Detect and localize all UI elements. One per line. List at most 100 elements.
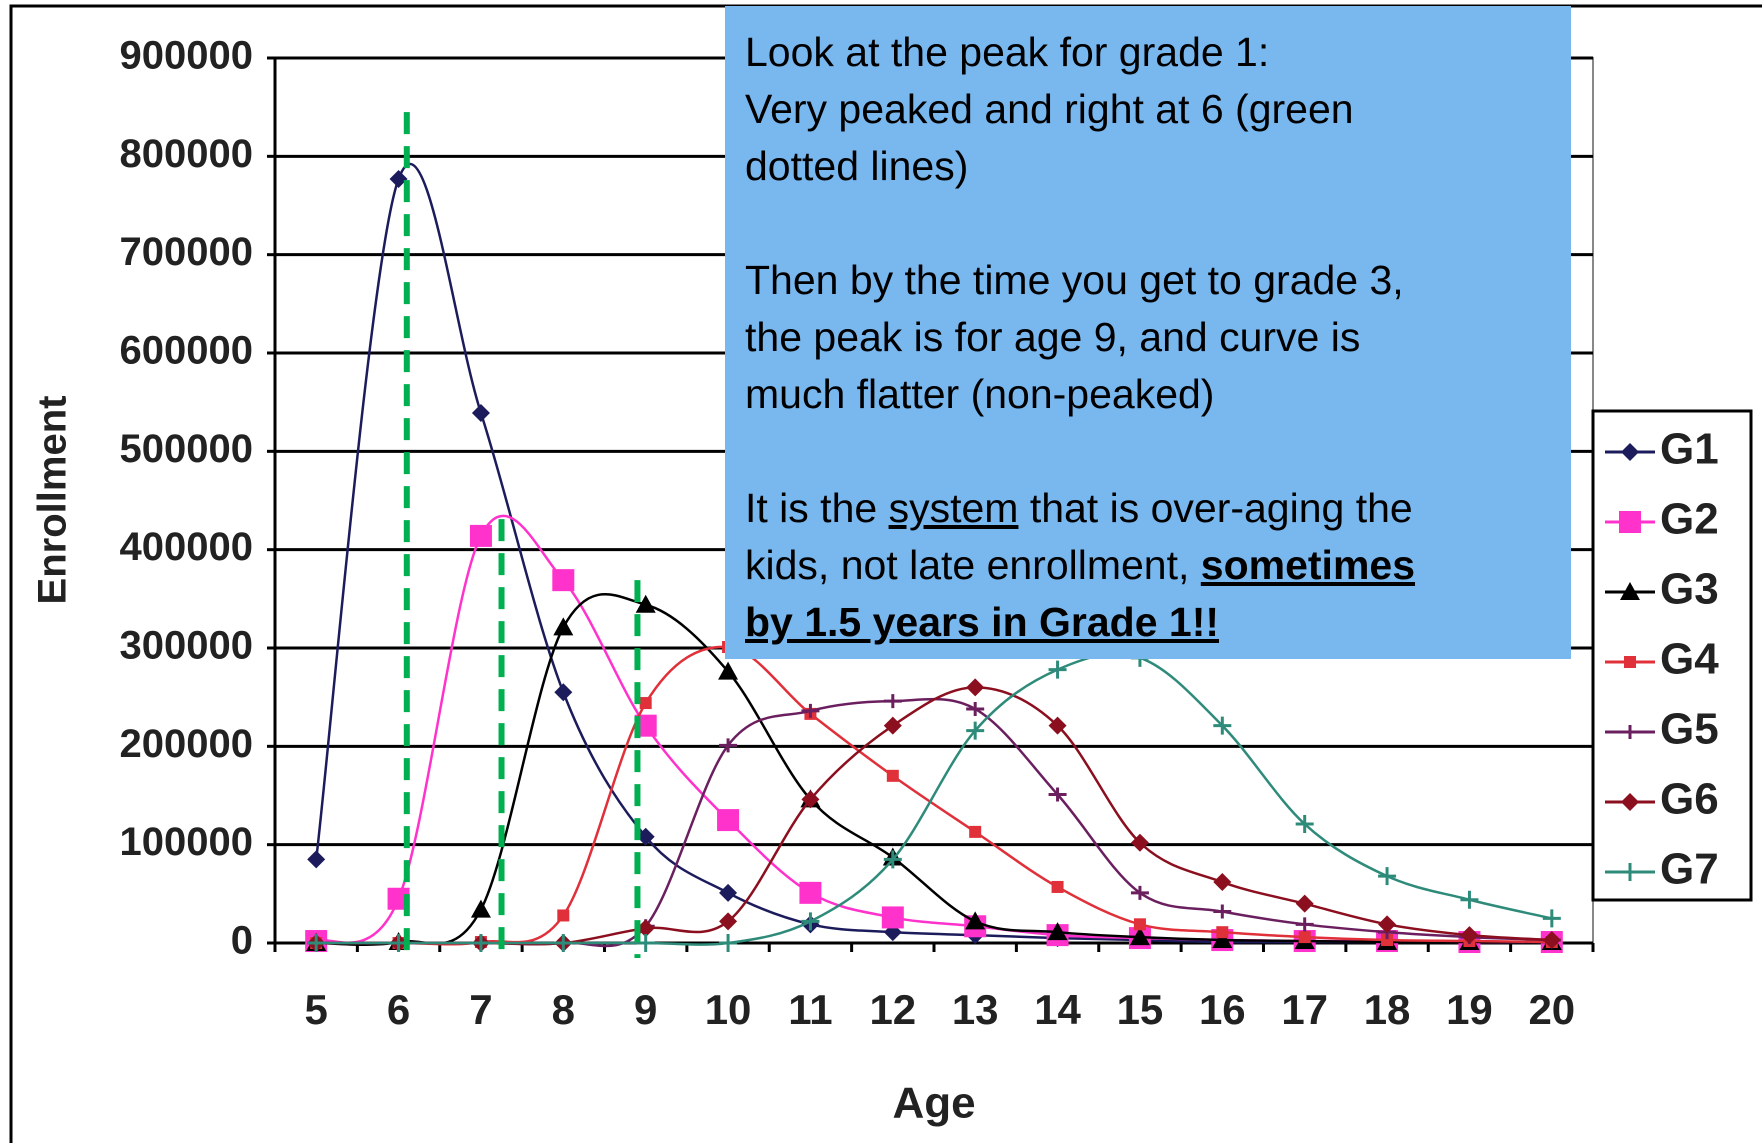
annotation-line: Look at the peak for grade 1: xyxy=(745,24,1571,81)
marker xyxy=(1130,833,1149,852)
x-tick-label: 19 xyxy=(1446,986,1493,1033)
x-tick-label: 11 xyxy=(788,986,832,1033)
x-tick-label: 14 xyxy=(1034,986,1081,1033)
marker xyxy=(1216,926,1229,939)
marker xyxy=(1381,934,1394,947)
marker xyxy=(1129,927,1150,946)
marker xyxy=(1295,815,1314,834)
marker xyxy=(1213,873,1232,892)
marker xyxy=(801,912,820,931)
marker xyxy=(471,403,490,422)
y-axis-title: Enrollment xyxy=(31,396,75,605)
x-tick-label: 8 xyxy=(552,986,575,1033)
marker xyxy=(799,881,822,904)
y-tick-label: 400000 xyxy=(120,525,253,569)
marker xyxy=(1048,660,1067,679)
x-tick-label: 12 xyxy=(869,986,916,1033)
annotation-text: dotted lines) xyxy=(745,143,969,189)
y-tick-label: 600000 xyxy=(120,329,253,373)
marker xyxy=(552,569,575,592)
y-tick-label: 0 xyxy=(231,919,253,963)
annotation-line: much flatter (non-peaked) xyxy=(745,366,1571,423)
marker xyxy=(1133,918,1146,931)
annotation-text: kids, not late enrollment, xyxy=(745,542,1201,588)
marker xyxy=(1051,880,1064,893)
marker xyxy=(1378,867,1397,886)
marker xyxy=(1619,511,1641,533)
marker xyxy=(389,169,408,188)
marker xyxy=(717,809,740,832)
marker xyxy=(886,769,899,782)
marker xyxy=(1542,909,1561,928)
marker xyxy=(1048,787,1067,802)
y-tick-label: 900000 xyxy=(120,34,253,78)
marker xyxy=(553,617,574,636)
x-axis-title: Age xyxy=(892,1079,975,1128)
x-tick-label: 16 xyxy=(1199,986,1246,1033)
annotation-line: dotted lines) xyxy=(745,138,1571,195)
marker xyxy=(719,738,738,753)
x-tick-label: 10 xyxy=(705,986,752,1033)
x-tick-label: 9 xyxy=(634,986,657,1033)
marker xyxy=(1460,926,1479,945)
marker xyxy=(966,701,985,716)
marker xyxy=(470,899,491,918)
marker xyxy=(1298,931,1311,944)
marker xyxy=(966,678,985,697)
marker xyxy=(966,721,985,740)
marker xyxy=(965,911,986,930)
y-tick-label: 100000 xyxy=(120,820,253,864)
legend-label: G3 xyxy=(1660,565,1719,614)
marker xyxy=(801,790,820,809)
annotation-line: Then by the time you get to grade 3, xyxy=(745,252,1571,309)
marker xyxy=(639,697,652,710)
marker xyxy=(883,716,902,735)
marker xyxy=(1620,582,1640,600)
marker xyxy=(1542,931,1561,950)
x-tick-label: 17 xyxy=(1281,986,1328,1033)
legend-label: G6 xyxy=(1660,775,1719,824)
marker xyxy=(1130,885,1149,900)
marker xyxy=(1048,716,1067,735)
marker xyxy=(969,825,982,838)
marker xyxy=(883,850,902,869)
x-tick-label: 7 xyxy=(469,986,492,1033)
marker xyxy=(718,661,739,680)
y-tick-label: 700000 xyxy=(120,230,253,274)
annotation-line: Very peaked and right at 6 (green xyxy=(745,81,1571,138)
annotation-line: the peak is for age 9, and curve is xyxy=(745,309,1571,366)
x-tick-label: 13 xyxy=(952,986,999,1033)
annotation-text: by 1.5 years in Grade 1!! xyxy=(745,599,1220,645)
x-tick-label: 20 xyxy=(1528,986,1575,1033)
annotation-line xyxy=(745,423,1571,480)
legend-label: G5 xyxy=(1660,705,1719,754)
marker xyxy=(557,909,570,922)
x-tick-label: 6 xyxy=(387,986,410,1033)
marker xyxy=(1460,890,1479,909)
series-line xyxy=(316,652,1553,946)
annotation-line: by 1.5 years in Grade 1!! xyxy=(745,594,1571,651)
annotation-text: the peak is for age 9, and curve is xyxy=(745,314,1361,360)
marker xyxy=(1295,894,1314,913)
x-tick-label: 15 xyxy=(1117,986,1164,1033)
x-tick-label: 5 xyxy=(305,986,328,1033)
marker xyxy=(719,934,738,952)
marker xyxy=(1212,930,1233,949)
marker xyxy=(1378,915,1397,934)
marker xyxy=(801,703,820,718)
annotation-text: Very peaked and right at 6 (green xyxy=(745,86,1354,132)
annotation-text: It is the xyxy=(745,485,889,531)
marker xyxy=(471,934,490,952)
marker xyxy=(1621,863,1639,881)
marker xyxy=(307,934,326,952)
marker xyxy=(1213,904,1232,919)
marker xyxy=(1624,656,1636,668)
marker xyxy=(883,694,902,709)
legend-label: G7 xyxy=(1660,845,1719,894)
y-tick-label: 800000 xyxy=(120,132,253,176)
y-tick-label: 200000 xyxy=(120,722,253,766)
marker xyxy=(1047,922,1068,941)
legend-box xyxy=(1591,409,1753,902)
